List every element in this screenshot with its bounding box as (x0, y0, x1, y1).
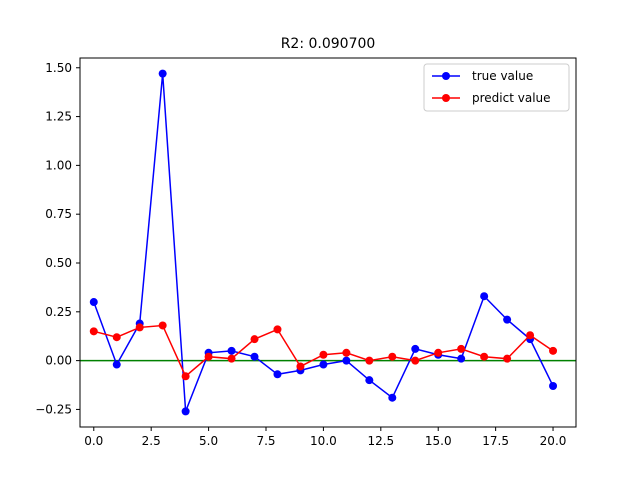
data-point (480, 352, 489, 361)
data-point (365, 356, 374, 365)
plot-frame (79, 57, 577, 428)
data-point (411, 344, 420, 353)
y-axis: −0.25 0.00 0.25 0.50 0.75 1.00 1.25 1.50 (35, 61, 80, 416)
legend-item: predict value (432, 91, 551, 105)
data-point (112, 360, 121, 369)
data-point (480, 292, 489, 301)
x-tick-label: 7.5 (256, 434, 275, 448)
legend-label: true value (472, 69, 533, 83)
data-point (204, 352, 213, 361)
data-point (319, 360, 328, 369)
data-point (457, 344, 466, 353)
legend: true value predict value (423, 63, 570, 112)
y-tick-label: 1.00 (45, 158, 72, 172)
x-axis: 0.0 2.5 5.0 7.5 10.0 12.5 15.0 17.5 20.0 (84, 427, 566, 448)
data-point (89, 298, 98, 307)
y-tick-label: 1.50 (45, 61, 72, 75)
data-point (388, 352, 397, 361)
data-point (273, 325, 282, 334)
y-tick-label: 0.50 (45, 256, 72, 270)
x-tick-label: 5.0 (199, 434, 218, 448)
legend-item: true value (432, 69, 533, 83)
legend-marker (442, 72, 450, 80)
y-tick-label: −0.25 (35, 402, 72, 416)
data-point (342, 348, 351, 357)
x-tick-label: 2.5 (142, 434, 161, 448)
data-point (158, 321, 167, 330)
legend-label: predict value (472, 91, 551, 105)
data-point (549, 346, 558, 355)
series-1 (89, 321, 558, 381)
data-point (296, 362, 305, 371)
x-tick-label: 12.5 (367, 434, 394, 448)
data-point (503, 315, 512, 324)
data-point (365, 376, 374, 385)
x-tick-label: 20.0 (540, 434, 567, 448)
data-point (227, 346, 236, 355)
plot-area (80, 58, 576, 427)
data-point (342, 356, 351, 365)
data-point (319, 350, 328, 359)
x-tick-label: 10.0 (310, 434, 337, 448)
data-point (135, 323, 144, 332)
x-tick-label: 15.0 (425, 434, 452, 448)
data-point (250, 352, 259, 361)
data-point (181, 372, 190, 381)
legend-box (423, 63, 570, 112)
x-tick-label: 17.5 (482, 434, 509, 448)
data-point (503, 354, 512, 363)
data-point (112, 333, 121, 342)
data-point (549, 382, 558, 390)
data-point (181, 407, 190, 416)
data-point (89, 327, 98, 336)
data-point (411, 356, 420, 365)
series-layer (89, 69, 558, 416)
y-tick-label: 1.25 (45, 110, 72, 124)
data-point (434, 348, 443, 357)
data-point (273, 370, 282, 379)
x-tick-label: 0.0 (84, 434, 103, 448)
y-tick-label: 0.00 (45, 354, 72, 368)
series-0 (89, 69, 558, 416)
y-tick-label: 0.75 (45, 207, 72, 221)
y-tick-label: 0.25 (45, 305, 72, 319)
data-point (526, 331, 535, 340)
data-point (457, 354, 466, 363)
data-point (158, 69, 167, 78)
data-point (388, 393, 397, 402)
legend-marker (442, 94, 450, 102)
data-point (250, 335, 259, 344)
chart-title: R2: 0.090700 (281, 36, 376, 52)
data-point (227, 354, 236, 363)
